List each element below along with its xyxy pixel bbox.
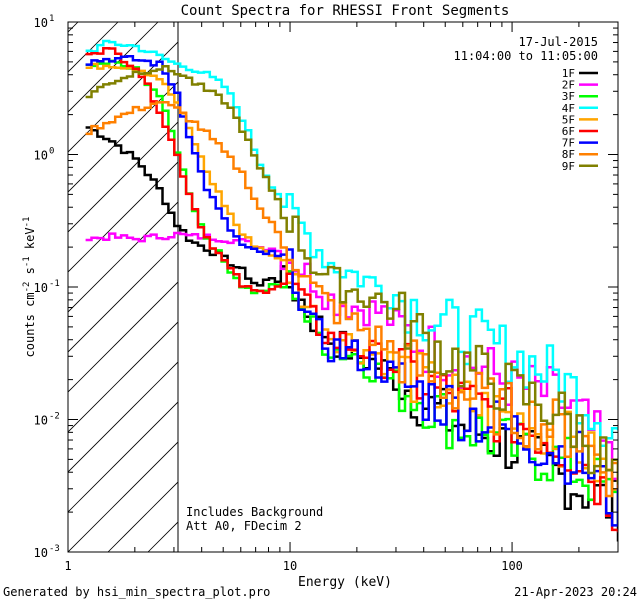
- series-line-3F: [85, 59, 618, 526]
- legend-label-3F: 3F: [562, 90, 575, 103]
- y-tick-exponent: -2: [49, 412, 60, 422]
- y-axis-label: counts cm-2 s-1 keV-1: [22, 217, 37, 358]
- hatch-line: [68, 441, 178, 552]
- x-axis-label: Energy (keV): [298, 575, 392, 590]
- observation-time-range: 11:04:00 to 11:05:00: [454, 49, 599, 63]
- legend-label-2F: 2F: [562, 79, 575, 92]
- y-tick-label: 10: [34, 546, 48, 560]
- series-line-9F: [85, 65, 618, 485]
- footer-timestamp: 21-Apr-2023 20:24: [514, 585, 637, 599]
- hatch-line: [68, 281, 178, 393]
- hatch-line: [68, 241, 178, 353]
- y-tick-exponent: -1: [49, 279, 60, 289]
- x-tick-labels: 1 10 100: [64, 559, 523, 573]
- legend-label-1F: 1F: [562, 67, 575, 80]
- annotation-background: Includes Background: [186, 505, 323, 519]
- series-group: [85, 39, 618, 542]
- observation-date: 17-Jul-2015: [519, 35, 598, 49]
- legend-label-5F: 5F: [562, 113, 575, 126]
- y-tick-label: 10: [34, 281, 48, 295]
- y-tick-label: 10: [34, 149, 48, 163]
- hatch-line: [68, 81, 178, 193]
- y-tick-exponent: -3: [49, 544, 60, 554]
- annotation-attenuator: Att A0, FDecim 2: [186, 519, 302, 533]
- x-tick-label: 10: [283, 559, 297, 573]
- hatch-line: [68, 361, 178, 473]
- y-tick-label: 10: [34, 16, 48, 30]
- hatch-line: [68, 401, 178, 513]
- x-tick-label: 1: [64, 559, 71, 573]
- series-line-7F: [85, 55, 618, 527]
- y-tick-label: 10: [34, 414, 48, 428]
- legend-label-4F: 4F: [562, 102, 575, 115]
- footer-generator: Generated by hsi_min_spectra_plot.pro: [3, 585, 270, 599]
- y-tick-exponent: 1: [49, 14, 54, 24]
- hatch-line: [68, 41, 178, 153]
- series-line-4F: [85, 39, 618, 447]
- legend-label-8F: 8F: [562, 148, 575, 161]
- chart-title: Count Spectra for RHESSI Front Segments: [181, 3, 510, 19]
- hatch-line: [68, 201, 178, 313]
- excluded-region-hatch: [68, 22, 640, 552]
- hatch-line: [68, 22, 159, 113]
- legend-label-6F: 6F: [562, 125, 575, 138]
- hatch-line: [348, 22, 640, 552]
- y-tick-exponent: 0: [49, 147, 54, 157]
- x-tick-label: 100: [501, 559, 523, 573]
- hatch-line: [628, 22, 640, 552]
- legend-label-9F: 9F: [562, 160, 575, 173]
- legend-label-7F: 7F: [562, 137, 575, 150]
- axis-ticks: [67, 21, 619, 553]
